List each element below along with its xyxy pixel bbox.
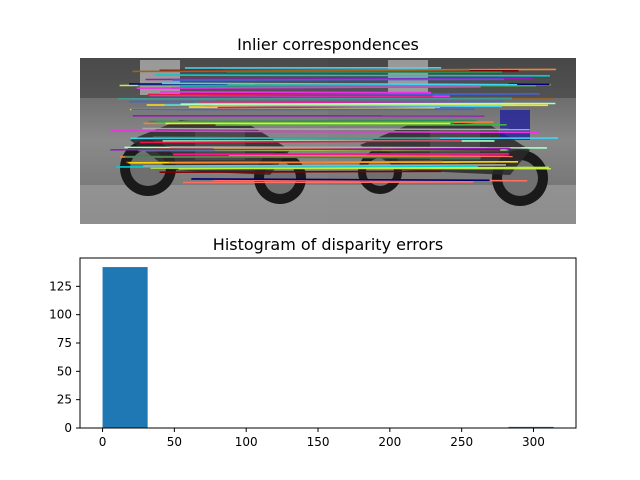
x-tick-label: 300 bbox=[522, 435, 545, 449]
y-tick-label: 0 bbox=[64, 421, 72, 435]
match-line bbox=[147, 93, 433, 97]
x-tick-label: 200 bbox=[378, 435, 401, 449]
y-tick-label: 100 bbox=[49, 308, 72, 322]
match-line bbox=[153, 136, 441, 140]
match-line bbox=[124, 156, 481, 159]
match-line bbox=[136, 86, 481, 89]
histogram-bar-0 bbox=[102, 267, 148, 428]
correspondence-image bbox=[80, 58, 576, 224]
x-tick-label: 150 bbox=[307, 435, 330, 449]
y-axis-ticks: 0 25 50 75 100 125 bbox=[49, 279, 80, 435]
match-line bbox=[172, 78, 505, 81]
match-lines bbox=[110, 67, 559, 184]
match-line bbox=[110, 130, 540, 134]
match-line bbox=[168, 160, 443, 164]
x-tick-label: 100 bbox=[235, 435, 258, 449]
match-line bbox=[139, 140, 462, 144]
histogram-chart: Histogram of disparity errors 0 50 100 150 2… bbox=[49, 235, 577, 449]
match-line bbox=[164, 104, 502, 108]
match-line bbox=[228, 154, 513, 158]
y-tick-label: 50 bbox=[57, 364, 72, 378]
match-line bbox=[161, 82, 518, 86]
plot-area bbox=[80, 258, 576, 428]
x-tick-label: 50 bbox=[167, 435, 182, 449]
match-line bbox=[159, 170, 442, 173]
match-line bbox=[148, 119, 477, 123]
match-line bbox=[110, 147, 511, 151]
y-tick-label: 75 bbox=[57, 336, 72, 350]
match-line bbox=[178, 166, 549, 170]
histogram-bar-9 bbox=[508, 426, 554, 428]
match-line bbox=[132, 69, 470, 73]
x-tick-label: 250 bbox=[450, 435, 473, 449]
match-line bbox=[183, 181, 474, 184]
match-line bbox=[155, 74, 550, 77]
x-axis-ticks: 0 50 100 150 200 250 300 bbox=[99, 428, 545, 449]
y-tick-label: 125 bbox=[49, 279, 72, 293]
bars bbox=[102, 267, 554, 428]
match-line bbox=[143, 164, 507, 167]
x-tick-label: 0 bbox=[99, 435, 107, 449]
match-line bbox=[191, 178, 490, 182]
top-chart-title: Inlier correspondences bbox=[237, 35, 419, 54]
match-line bbox=[159, 91, 432, 94]
match-line bbox=[180, 102, 556, 105]
y-tick-label: 25 bbox=[57, 393, 72, 407]
histogram-title: Histogram of disparity errors bbox=[213, 235, 443, 254]
match-line bbox=[142, 127, 530, 131]
